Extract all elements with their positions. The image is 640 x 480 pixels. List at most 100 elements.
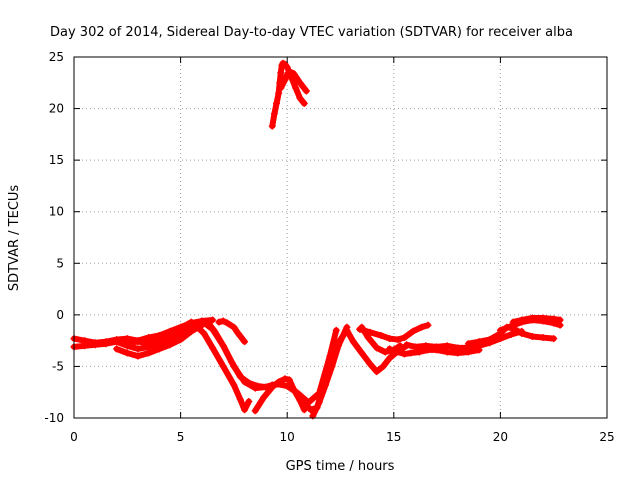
data-point [268,122,276,130]
data-point [251,407,259,415]
data-point [215,318,223,326]
data-point [432,343,440,351]
data-point [302,87,310,95]
data-point [273,99,281,107]
data-point [539,314,547,322]
data-point [349,338,357,346]
data-point [290,70,298,78]
data-point [366,328,374,336]
data-point [134,345,142,353]
data-point [550,315,558,323]
data-point [364,334,372,342]
data-point [356,325,364,333]
data-point [285,67,293,75]
data-point [123,342,131,350]
data-point [328,362,336,370]
data-point [230,381,238,389]
data-point [81,342,89,350]
data-point [394,336,402,344]
data-point [332,326,340,334]
series-arc-17 [403,327,526,352]
data-point [377,331,385,339]
data-point [277,68,285,76]
series-line [194,324,252,413]
data-point [113,345,121,353]
data-point [415,348,423,356]
y-tick-label: -5 [52,359,64,373]
axis-ticks: 0 5 10 15 20 25 -10 -5 0 5 10 15 20 25 [44,50,614,444]
data-point [204,319,212,327]
y-tick-label: 15 [49,153,64,167]
data-point [539,334,547,342]
data-point [334,342,342,350]
data-point [400,334,408,342]
data-point [394,348,402,356]
data-point [209,344,217,352]
data-point [407,349,415,357]
chart-title: Day 302 of 2014, Sidereal Day-to-day VTE… [50,25,573,40]
data-point [260,393,268,401]
series-arc-20 [509,314,564,326]
data-point [275,378,283,386]
data-point [241,406,249,414]
data-point [134,338,142,346]
data-point [155,345,163,353]
data-point [200,329,208,337]
data-point [187,327,195,335]
data-point [194,323,202,331]
data-point [373,344,381,352]
data-point [507,330,515,338]
data-point [300,99,308,107]
y-tick-label: 10 [49,205,64,219]
data-point [464,340,472,348]
data-point [509,318,517,326]
series-layer [70,59,564,420]
data-point [300,399,308,407]
data-point [187,318,195,326]
data-point [253,382,261,390]
data-point [209,316,217,324]
data-point [219,362,227,370]
data-point [528,314,536,322]
data-point [228,358,236,366]
series-arc-12 [309,323,351,420]
data-point [211,327,219,335]
data-point [224,319,232,327]
data-point [145,349,153,357]
data-point [475,338,483,346]
plot-frame [73,56,608,419]
data-point [219,317,227,325]
y-tick-label: 0 [56,308,64,322]
data-point [91,341,99,349]
data-point [418,323,426,331]
data-point [379,362,387,370]
data-point [234,329,242,337]
data-point [343,326,351,334]
data-point [386,345,394,353]
series-arc-8 [251,375,308,415]
data-point [381,348,389,356]
data-point [422,342,430,350]
data-point [486,336,494,344]
data-point [123,349,131,357]
data-point [102,340,110,348]
data-point [358,349,366,357]
y-tick-label: 20 [49,102,64,116]
x-tick-label: 10 [280,430,295,444]
grid [74,57,607,418]
data-point [113,338,121,346]
x-tick-label: 5 [177,430,185,444]
data-point [290,385,298,393]
data-point [411,343,419,351]
data-point [322,381,330,389]
data-point [281,76,289,84]
y-tick-label: -10 [44,411,64,425]
data-point [424,321,432,329]
series-line [252,375,308,414]
data-point [443,348,451,356]
data-point [281,375,289,383]
data-point [496,326,504,334]
data-point [241,338,249,346]
data-point [373,368,381,376]
